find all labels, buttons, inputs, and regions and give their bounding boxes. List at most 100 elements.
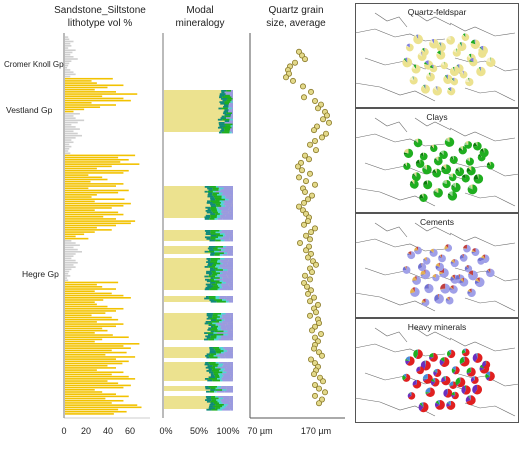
modal-mineral-strip — [211, 286, 220, 289]
modal-mineral-strip — [207, 379, 213, 382]
pie-slice — [442, 165, 447, 170]
modal-mineral-strip — [205, 387, 211, 390]
pie-slice — [448, 173, 457, 182]
pie-slice — [468, 270, 478, 281]
modal-mineral-strip — [212, 194, 217, 196]
modal-mineral-strip — [227, 107, 232, 110]
map-pie — [407, 392, 416, 400]
pie-slice — [414, 250, 419, 252]
modal-mineral-strip — [219, 94, 225, 97]
siltstone-bar — [65, 121, 78, 124]
modal-block — [164, 386, 233, 393]
map-pie — [473, 141, 482, 151]
pie-slice — [429, 64, 438, 73]
pie-slice — [424, 63, 429, 66]
grain-size-point — [318, 352, 325, 359]
modal-mineral-strip — [210, 366, 216, 369]
grain-size-point — [311, 137, 318, 144]
pie-slice — [416, 34, 419, 40]
modal-mineral-strip — [213, 278, 217, 281]
formation-label-cromer: Cromer Knoll Gp — [4, 60, 64, 69]
grain-size-point — [301, 152, 308, 159]
map-pie — [433, 368, 442, 377]
modal-mineral-strip — [215, 282, 222, 284]
modal-mineral-strip — [208, 386, 218, 388]
sandstone-bar — [65, 329, 108, 332]
pie-slice — [448, 349, 452, 354]
sandstone-bar — [65, 334, 113, 336]
modal-mineral-strip — [209, 347, 213, 349]
pie-slice — [446, 400, 456, 410]
modal-mineral-strip — [225, 234, 232, 237]
pie-slice — [446, 402, 451, 407]
map-pie — [449, 155, 458, 164]
pie-slice — [424, 360, 426, 366]
modal-mineral-strip — [218, 373, 223, 375]
pie-slice — [451, 78, 455, 82]
pie-slice — [424, 84, 426, 90]
modal-mineral-strip — [224, 109, 229, 111]
modal-mineral-strip — [219, 274, 227, 276]
pie-slice — [406, 43, 410, 48]
pie-slice — [411, 172, 421, 182]
pie-slice — [459, 254, 464, 259]
modal-mineral-strip — [206, 280, 211, 283]
map-pie — [465, 395, 476, 406]
modal-mineral-strip — [209, 261, 218, 263]
pie-slice — [472, 353, 478, 363]
modal-mineral-strip — [222, 126, 232, 129]
pie-slice — [414, 247, 419, 251]
modal-mineral-strip — [220, 283, 229, 286]
modal-mineral-strip — [212, 272, 221, 275]
modal-mineral-strip — [206, 390, 210, 393]
pie-slice — [451, 394, 456, 398]
modal-mineral-strip — [220, 351, 225, 354]
sandstone-bar — [65, 371, 124, 374]
pie-slice — [449, 385, 454, 387]
pie-slice — [442, 164, 447, 170]
modal-mineral-strip — [222, 316, 231, 318]
modal-mineral-strip — [222, 272, 233, 275]
pie-slice — [467, 288, 476, 298]
pie-slice — [435, 157, 439, 162]
modal-mineral-strip — [231, 378, 233, 380]
pie-slice — [466, 159, 470, 162]
map-panel: Cements — [354, 213, 520, 318]
pie-slice — [472, 384, 478, 394]
modal-mineral-strip — [219, 231, 228, 234]
pie-slice — [445, 140, 450, 143]
sandstone-bar — [65, 345, 124, 347]
map-pie — [424, 283, 434, 294]
modal-mineral-strip — [229, 407, 233, 409]
modal-mineral-strip — [226, 366, 233, 369]
pie-slice — [431, 39, 434, 44]
grain-title-line1: Quartz grain — [268, 5, 323, 16]
modal-mineral-strip — [207, 329, 211, 331]
modal-mineral-strip — [228, 335, 233, 338]
modal-mineral-strip — [216, 317, 220, 320]
pie-slice — [423, 180, 428, 185]
pie-slice — [416, 349, 423, 359]
pie-slice — [458, 146, 467, 155]
modal-mineral-strip — [209, 350, 216, 352]
modal-mineral-strip — [210, 214, 218, 217]
well-trace — [454, 162, 520, 177]
pie-slice — [412, 287, 415, 293]
map-pie — [425, 387, 435, 397]
map-pie — [413, 34, 423, 45]
modal-mineral-strip — [217, 218, 223, 220]
siltstone-bar — [65, 36, 69, 38]
map-pie — [403, 162, 411, 170]
modal-mineral-strip — [227, 275, 233, 278]
map-pie — [459, 254, 468, 262]
modal-mineral-strip — [204, 288, 210, 291]
pie-slice — [407, 356, 415, 366]
pie-slice — [443, 74, 453, 85]
map-pie — [473, 174, 484, 184]
modal-mineral-strip — [219, 264, 226, 267]
modal-mineral-strip — [222, 405, 227, 408]
pie-slice — [402, 266, 411, 274]
pie-slice — [435, 262, 440, 267]
modal-mineral-strip — [224, 114, 231, 116]
map-pie — [419, 152, 428, 161]
